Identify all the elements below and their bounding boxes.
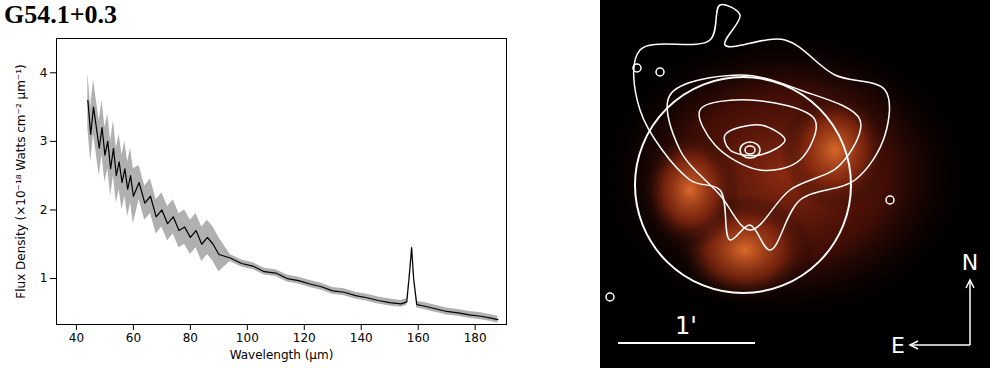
- svg-text:40: 40: [69, 331, 84, 345]
- svg-text:1': 1': [675, 312, 697, 340]
- svg-text:E: E: [891, 333, 905, 358]
- html-text:G54.1+0.3: G54.1+0.3: [4, 0, 117, 29]
- svg-text:80: 80: [183, 331, 198, 345]
- svg-text:2: 2: [40, 203, 48, 217]
- svg-text:60: 60: [126, 331, 141, 345]
- svg-text:Wavelength (μm): Wavelength (μm): [230, 348, 334, 362]
- svg-text:Flux Density (×10⁻¹⁸ Watts cm⁻: Flux Density (×10⁻¹⁸ Watts cm⁻² μm⁻¹): [14, 64, 28, 298]
- svg-text:N: N: [962, 250, 978, 275]
- svg-text:140: 140: [350, 331, 373, 345]
- svg-text:1: 1: [40, 271, 48, 285]
- svg-text:180: 180: [464, 331, 487, 345]
- svg-text:4: 4: [40, 66, 48, 80]
- svg-text:120: 120: [293, 331, 316, 345]
- svg-text:3: 3: [40, 134, 48, 148]
- svg-text:100: 100: [236, 331, 259, 345]
- svg-text:160: 160: [407, 331, 430, 345]
